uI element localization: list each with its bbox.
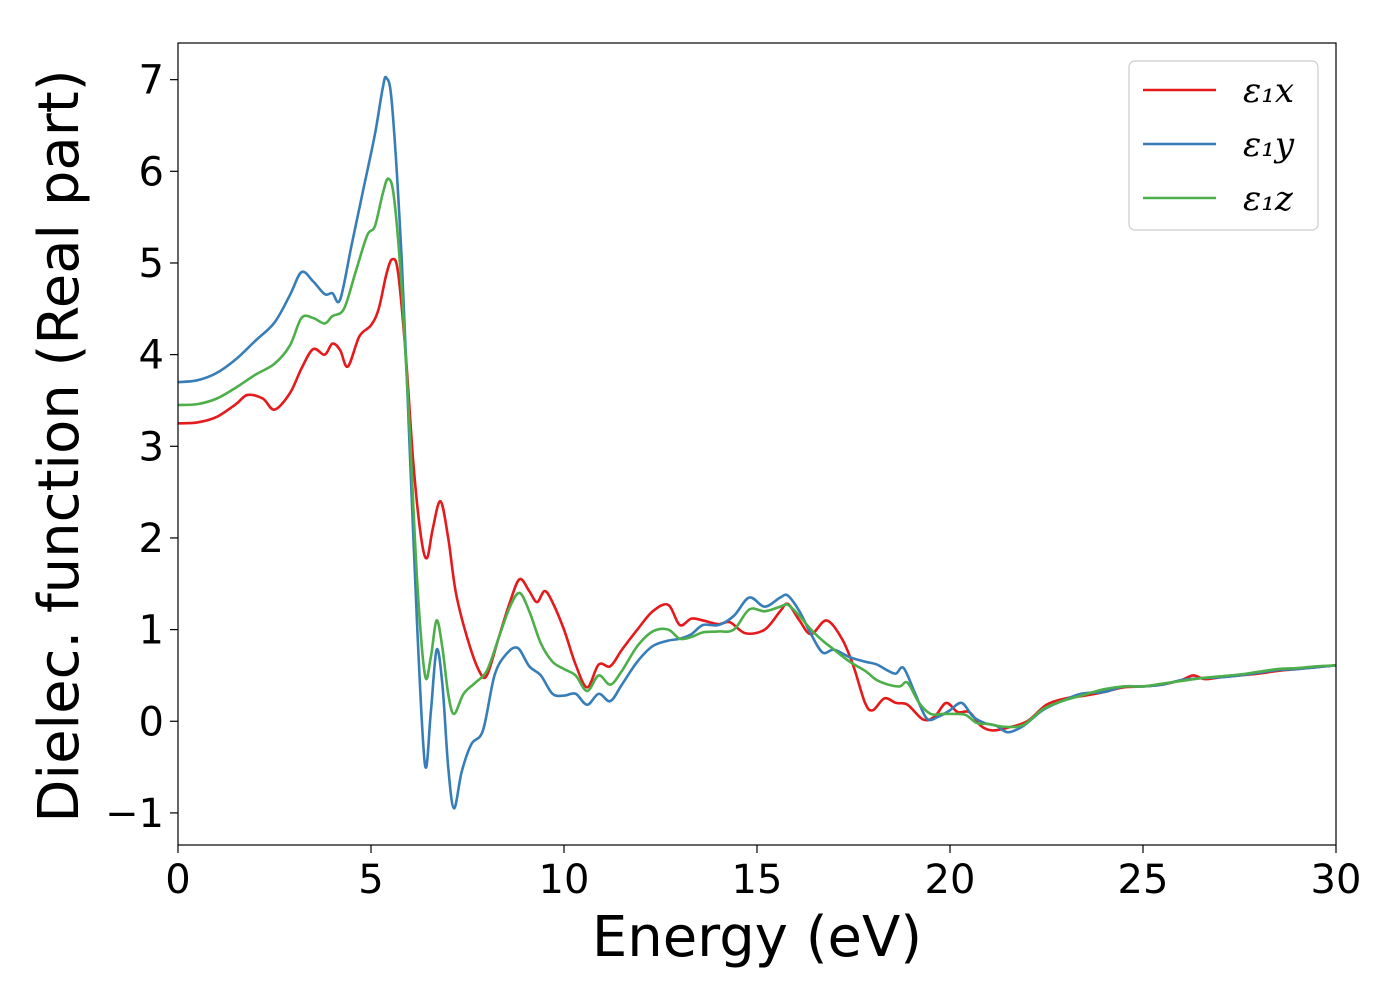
x-axis-ticks: 0 5 10 15 20 25 30	[165, 845, 1361, 903]
y-tick-label: 2	[139, 516, 164, 562]
legend: ε₁x ε₁y ε₁z	[1128, 60, 1319, 231]
y-tick-label: 0	[139, 699, 164, 745]
legend-label: ε₁z	[1243, 179, 1294, 219]
y-tick-label: 4	[139, 333, 164, 379]
x-tick-label: 25	[1118, 857, 1169, 903]
y-tick-label: 6	[139, 149, 164, 195]
y-tick-label: 1	[139, 608, 164, 654]
x-tick-label: 5	[358, 857, 383, 903]
x-axis-label: Energy (eV)	[592, 905, 922, 970]
plot-lines	[177, 75, 1337, 810]
x-tick-label: 10	[539, 857, 590, 903]
x-tick-label: 20	[925, 857, 976, 903]
series-line-1	[177, 257, 1337, 732]
y-tick-label: −1	[105, 791, 164, 837]
y-axis-ticks: −1 0 1 2 3 4 5 6 7	[105, 58, 178, 837]
y-tick-label: 5	[139, 241, 164, 287]
legend-label: ε₁x	[1243, 71, 1294, 111]
x-tick-label: 30	[1311, 857, 1362, 903]
x-tick-label: 0	[165, 857, 190, 903]
series-line-3	[177, 177, 1337, 729]
y-tick-label: 7	[139, 58, 164, 104]
legend-box	[1128, 60, 1319, 231]
x-tick-label: 15	[732, 857, 783, 903]
y-tick-label: 3	[139, 424, 164, 470]
legend-label: ε₁y	[1243, 125, 1295, 165]
y-axis-label: Dielec. function (Real part)	[27, 69, 92, 822]
